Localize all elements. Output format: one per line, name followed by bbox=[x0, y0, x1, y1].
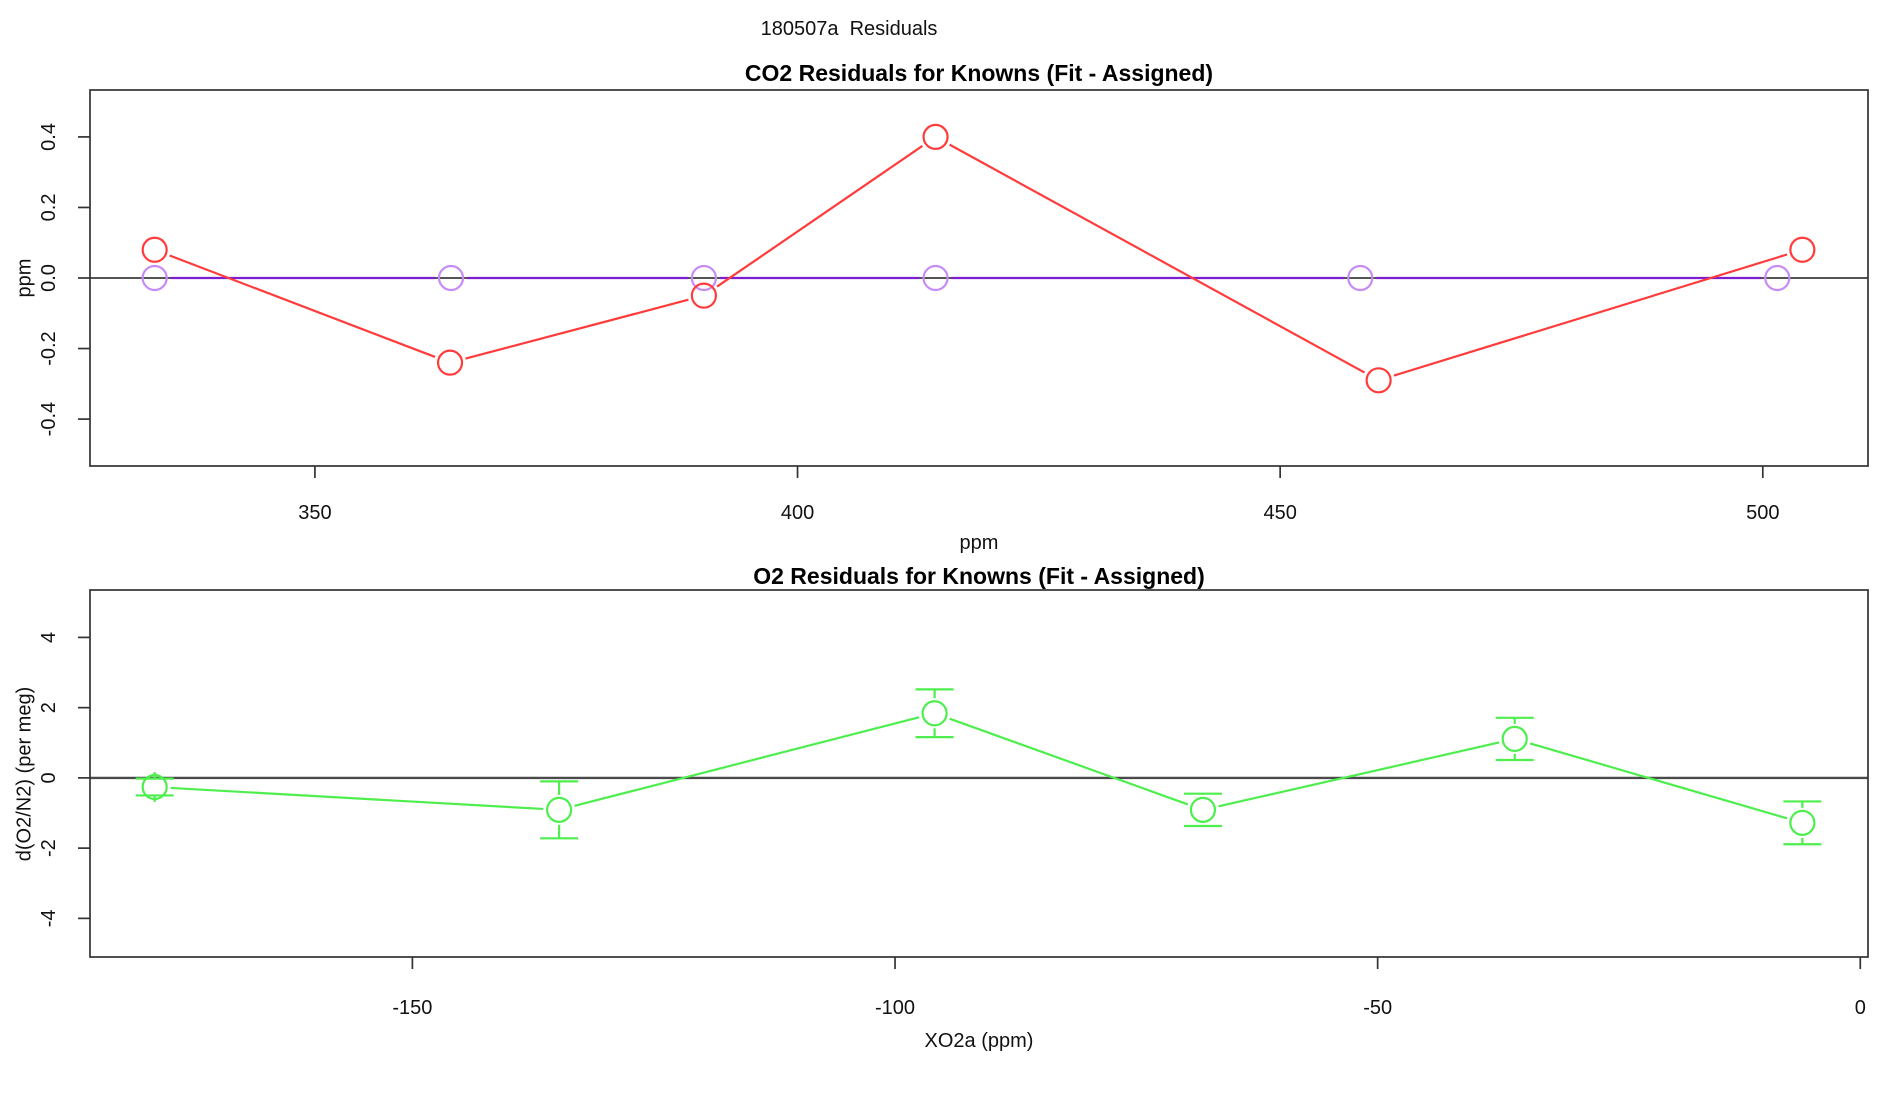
o2-residuals-segment bbox=[170, 786, 544, 811]
o2-residuals-point bbox=[546, 796, 573, 823]
o2-residuals-point bbox=[921, 700, 948, 727]
o2-residuals-point bbox=[1789, 809, 1816, 836]
o2-x-tick-label: -50 bbox=[1363, 997, 1392, 1019]
co2-residuals-point bbox=[690, 282, 718, 309]
assigned-reference-zero-point bbox=[922, 264, 949, 292]
co2-x-tick-label: 500 bbox=[1746, 502, 1779, 524]
co2-x-tick-label: 450 bbox=[1263, 502, 1296, 524]
o2-residuals-point bbox=[1189, 796, 1217, 823]
page-title: 180507a Residuals bbox=[760, 18, 938, 40]
assigned-reference-zero-point bbox=[1764, 264, 1791, 292]
co2-residuals-point bbox=[1789, 236, 1816, 263]
co2-x-tick-label: 400 bbox=[781, 502, 814, 524]
o2-y-tick-label: -4 bbox=[38, 909, 60, 927]
co2-y-tick-label: 0.2 bbox=[38, 194, 60, 222]
co2-residuals-point bbox=[436, 349, 464, 376]
o2-y-tick-label: -2 bbox=[38, 839, 60, 857]
o2-residuals-point bbox=[141, 773, 168, 801]
co2-y-tick-label: -0.4 bbox=[38, 402, 60, 436]
assigned-reference-zero-point bbox=[437, 264, 465, 292]
o2-x-axis-label: XO2a (ppm) bbox=[924, 1030, 1034, 1052]
o2-chart-title: O2 Residuals for Knowns (Fit - Assigned) bbox=[753, 563, 1205, 589]
co2-residuals-point bbox=[141, 236, 168, 263]
o2-plot-box bbox=[89, 589, 1869, 958]
assigned-reference-zero-point bbox=[141, 264, 168, 292]
o2-residuals-plot: -150 -100 -50 0 -4 -2 0 2 4 bbox=[38, 589, 1869, 1019]
co2-residuals-point bbox=[922, 123, 949, 151]
o2-residuals-segment bbox=[949, 717, 1189, 806]
co2-y-tick-label: -0.2 bbox=[38, 331, 60, 365]
o2-residuals-segment bbox=[1529, 742, 1788, 820]
assigned-reference-zero-point bbox=[690, 264, 718, 292]
o2-x-tick-label: -100 bbox=[875, 997, 915, 1019]
o2-y-tick-label: 0 bbox=[38, 772, 60, 783]
co2-residuals-segment bbox=[1393, 253, 1788, 377]
co2-residuals-segment bbox=[716, 145, 923, 288]
o2-x-tick-label: 0 bbox=[1855, 997, 1866, 1019]
co2-residuals-segment bbox=[169, 254, 436, 358]
co2-x-axis-label: ppm bbox=[959, 532, 999, 554]
o2-residuals-segment bbox=[574, 716, 920, 807]
o2-x-tick-label: -150 bbox=[392, 997, 432, 1019]
assigned-reference-zero-point bbox=[1347, 264, 1374, 292]
co2-residuals-point bbox=[1365, 367, 1392, 394]
o2-residuals-point bbox=[1501, 725, 1528, 753]
co2-y-tick-label: 0.0 bbox=[38, 264, 60, 292]
o2-residuals-segment bbox=[1218, 741, 1500, 808]
o2-y-tick-label: 2 bbox=[38, 702, 60, 713]
co2-y-tick-label: 0.4 bbox=[38, 123, 60, 151]
co2-residuals-segment bbox=[949, 143, 1366, 374]
co2-residuals-segment bbox=[465, 298, 689, 360]
co2-x-tick-label: 350 bbox=[298, 502, 331, 524]
o2-y-tick-label: 4 bbox=[38, 632, 60, 643]
co2-residuals-plot: 350 400 450 500 -0.4 -0.2 0.0 0.2 0.4 bbox=[38, 89, 1869, 524]
co2-chart-title: CO2 Residuals for Knowns (Fit - Assigned… bbox=[744, 60, 1214, 86]
